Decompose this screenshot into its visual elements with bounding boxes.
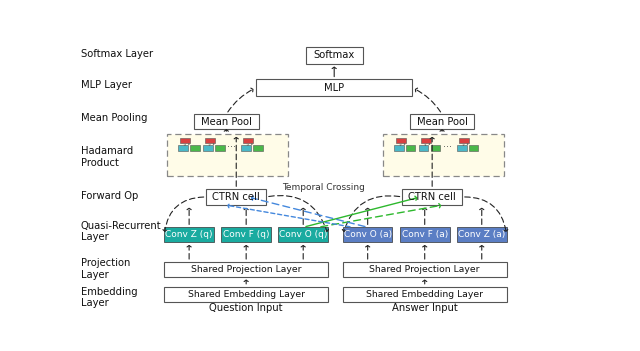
Bar [343, 227, 392, 242]
Bar [459, 138, 468, 143]
Text: Embedding
Layer: Embedding Layer [81, 287, 138, 308]
Bar [306, 47, 363, 64]
Bar [410, 114, 474, 129]
Text: Forward Op: Forward Op [81, 191, 138, 201]
Bar [403, 189, 462, 205]
Text: Conv O (q): Conv O (q) [279, 230, 328, 239]
Bar [278, 227, 328, 242]
Text: Mean Pool: Mean Pool [417, 117, 467, 127]
Bar [343, 262, 507, 277]
Text: Hadamard
Product: Hadamard Product [81, 146, 133, 168]
Bar [221, 227, 271, 242]
Bar [205, 138, 215, 143]
Text: Conv Z (a): Conv Z (a) [458, 230, 506, 239]
Bar [253, 145, 263, 151]
Bar [383, 134, 504, 176]
Bar [457, 227, 507, 242]
Bar [194, 114, 259, 129]
Bar [178, 145, 188, 151]
Bar [164, 262, 328, 277]
Bar [400, 227, 449, 242]
Bar [180, 138, 190, 143]
Text: CTRN cell: CTRN cell [408, 192, 456, 202]
Text: Question Input: Question Input [209, 303, 283, 312]
Bar [396, 138, 406, 143]
Bar [203, 145, 212, 151]
Text: Shared Projection Layer: Shared Projection Layer [369, 265, 480, 274]
Bar [406, 145, 415, 151]
Bar [167, 134, 288, 176]
Text: Temporal Crossing: Temporal Crossing [282, 183, 364, 192]
Text: ...: ... [227, 139, 236, 149]
Text: Softmax Layer: Softmax Layer [81, 49, 153, 59]
Bar [457, 145, 467, 151]
Bar [164, 227, 214, 242]
Text: Shared Embedding Layer: Shared Embedding Layer [366, 290, 483, 299]
Text: Conv F (a): Conv F (a) [401, 230, 448, 239]
Bar [241, 145, 251, 151]
Text: Conv O (a): Conv O (a) [344, 230, 392, 239]
Text: Softmax: Softmax [314, 50, 355, 60]
Text: CTRN cell: CTRN cell [212, 192, 260, 202]
Bar [215, 145, 225, 151]
Bar [256, 79, 412, 96]
Bar [468, 145, 479, 151]
Bar [431, 145, 440, 151]
Text: Mean Pool: Mean Pool [201, 117, 252, 127]
Text: Shared Projection Layer: Shared Projection Layer [191, 265, 301, 274]
Bar [164, 287, 328, 302]
Text: ...: ... [442, 139, 452, 149]
Text: Conv F (q): Conv F (q) [223, 230, 269, 239]
Text: Quasi-Recurrent
Layer: Quasi-Recurrent Layer [81, 220, 162, 242]
Text: Projection
Layer: Projection Layer [81, 258, 131, 280]
Text: Mean Pooling: Mean Pooling [81, 113, 147, 123]
Bar [419, 145, 429, 151]
Bar [421, 138, 431, 143]
Bar [343, 287, 507, 302]
Bar [190, 145, 200, 151]
Bar [207, 189, 266, 205]
Bar [394, 145, 404, 151]
Bar [243, 138, 253, 143]
Text: Answer Input: Answer Input [392, 303, 458, 312]
Text: MLP: MLP [324, 83, 344, 93]
Text: Conv Z (q): Conv Z (q) [165, 230, 213, 239]
Text: MLP Layer: MLP Layer [81, 80, 132, 90]
Text: Shared Embedding Layer: Shared Embedding Layer [188, 290, 305, 299]
